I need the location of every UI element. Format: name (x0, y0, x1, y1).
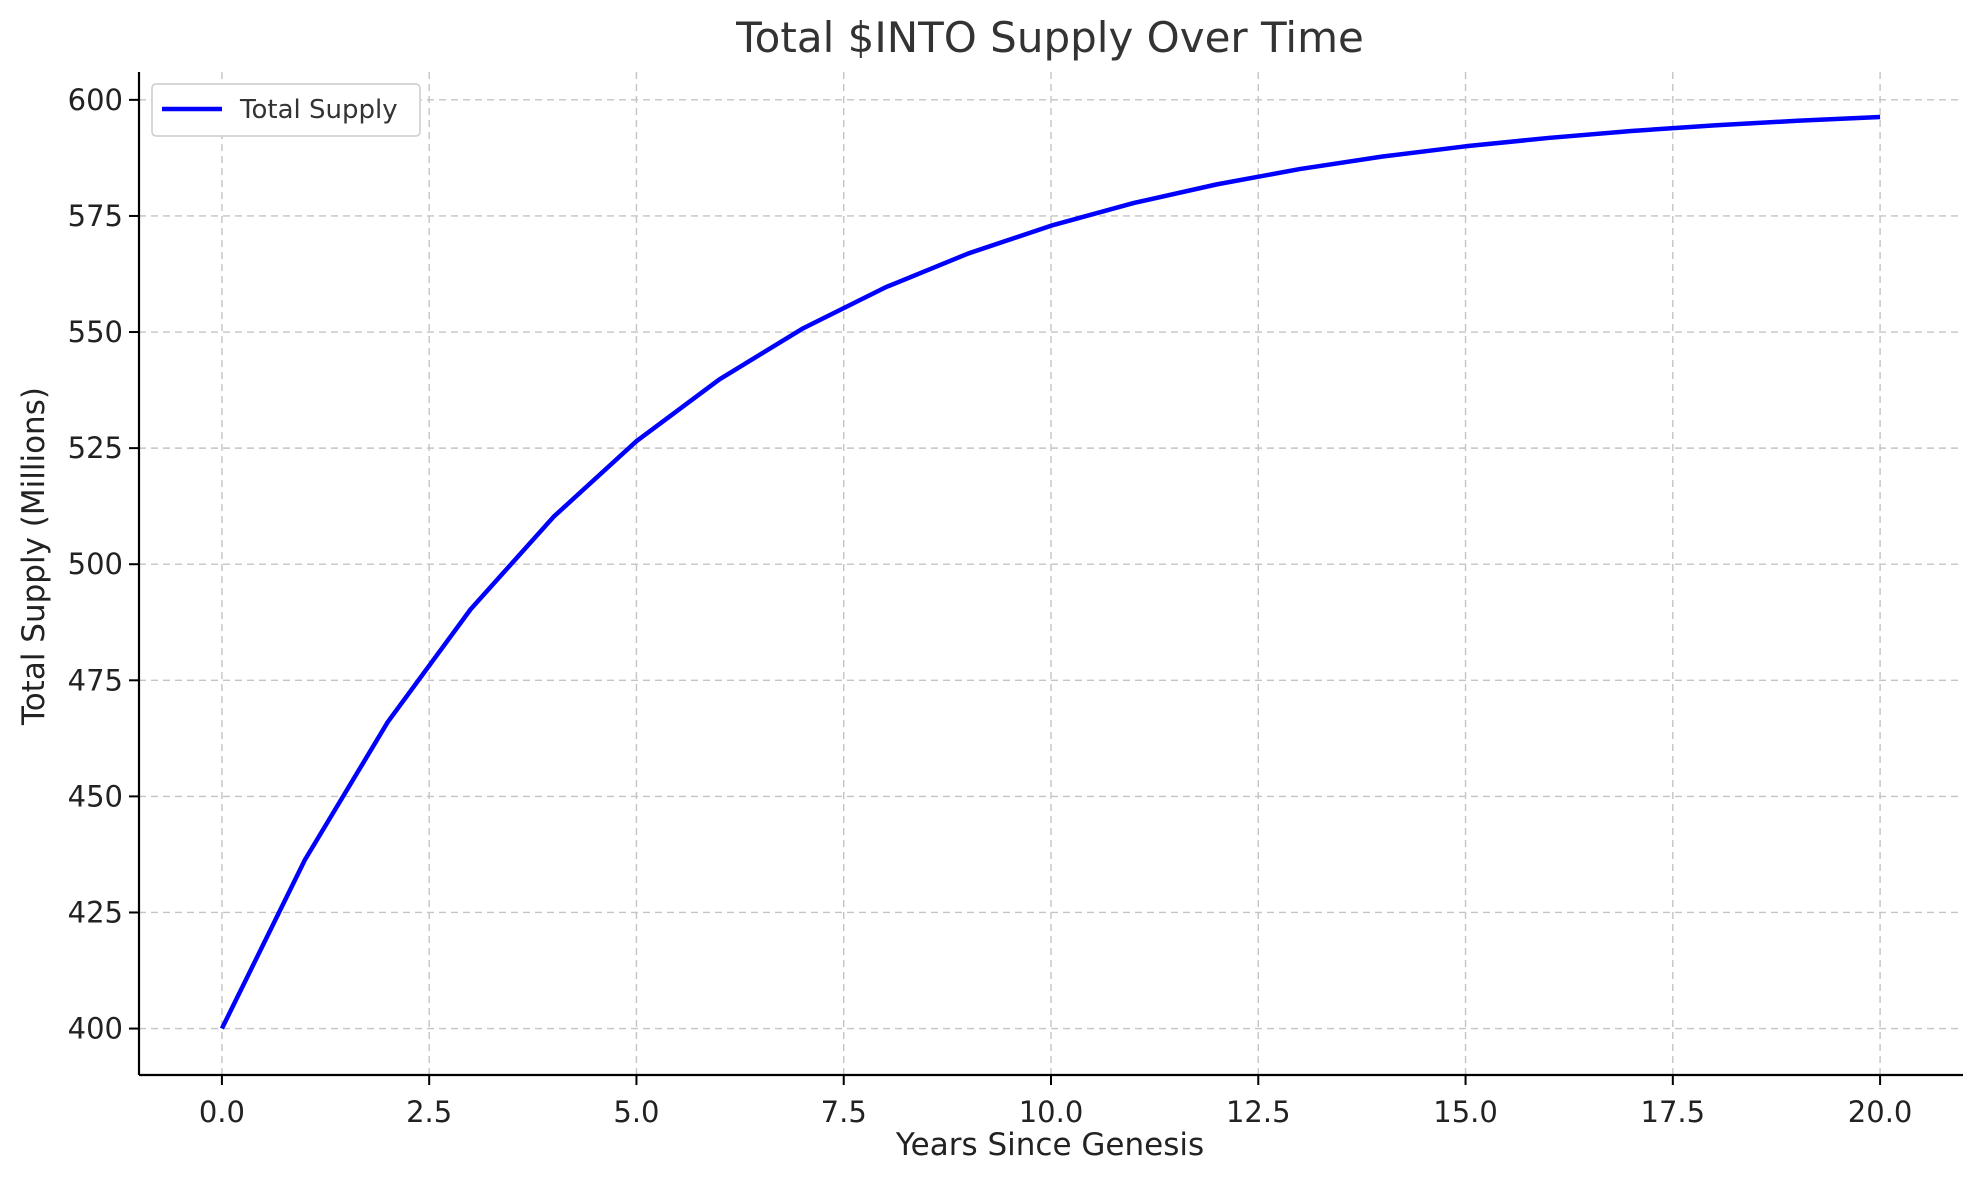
series-line-total-supply (219, 114, 1881, 1030)
x-tick-label: 12.5 (1226, 1095, 1291, 1129)
legend-label-total-supply: Total Supply (239, 95, 398, 125)
series-layer (219, 114, 1881, 1030)
x-tick-label: 10.0 (1019, 1095, 1084, 1129)
y-tick-label: 575 (68, 199, 123, 233)
y-tick-label: 600 (68, 83, 123, 117)
x-tick-label: 7.5 (821, 1095, 867, 1129)
y-tick-label: 400 (68, 1012, 123, 1046)
y-tick-label: 500 (68, 547, 123, 581)
x-tick-label: 2.5 (406, 1095, 452, 1129)
y-tick-label: 550 (68, 315, 123, 349)
y-axis-label: Total Supply (Millions) (16, 387, 52, 726)
x-tick-label: 17.5 (1641, 1095, 1706, 1129)
x-tick-label: 5.0 (613, 1095, 659, 1129)
x-tick-label: 15.0 (1433, 1095, 1498, 1129)
legend-box (151, 83, 421, 137)
legend: Total Supply (151, 83, 421, 137)
chart-title: Total $INTO Supply Over Time (735, 13, 1364, 62)
y-tick-label: 475 (68, 663, 123, 697)
x-axis-label: Years Since Genesis (895, 1127, 1204, 1163)
x-tick-label: 20.0 (1848, 1095, 1913, 1129)
x-tick-label: 0.0 (199, 1095, 245, 1129)
y-axis-ticks: 400 425 450 475 500 525 550 575 600 (68, 83, 139, 1046)
y-tick-label: 525 (68, 431, 123, 465)
y-tick-label: 425 (68, 895, 123, 929)
y-tick-label: 450 (68, 779, 123, 813)
x-axis-ticks: 0.0 2.5 5.0 7.5 10.0 12.5 15.0 17.5 20.0 (199, 1075, 1913, 1129)
grid-lines (139, 72, 1963, 1075)
